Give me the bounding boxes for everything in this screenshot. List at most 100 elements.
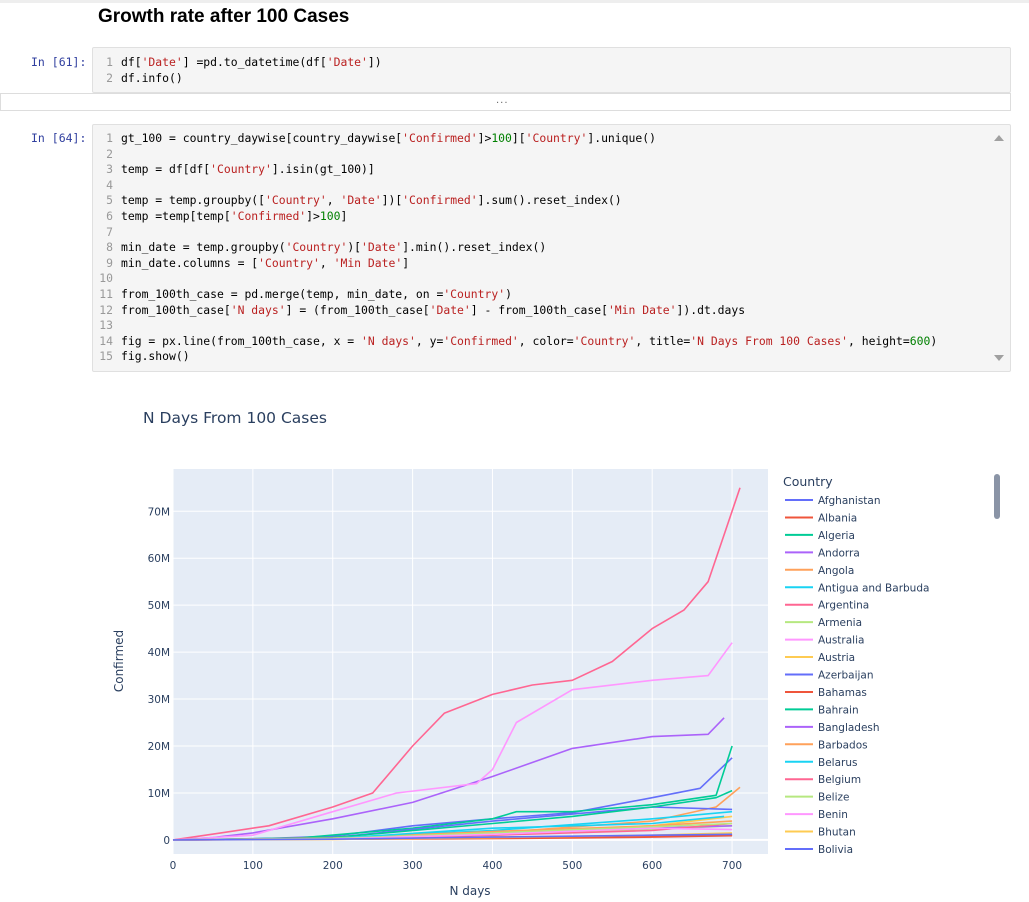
- code-line: 12 from_100th_case['N days'] = (from_100t…: [93, 303, 1010, 319]
- code-token: ]: [402, 255, 410, 270]
- scroll-down-arrow-icon[interactable]: [994, 355, 1004, 361]
- legend-label[interactable]: Azerbaijan: [818, 670, 874, 682]
- code-token: 'Date': [326, 55, 368, 69]
- line-number: 1: [106, 55, 113, 69]
- code-token: 'Country': [210, 162, 272, 177]
- code-token: 'N Days From 100 Cases': [690, 333, 848, 348]
- code-cell-64[interactable]: 1 gt_100 = country_daywise[country_daywis…: [92, 124, 1011, 372]
- code-token: 'Country': [525, 131, 588, 145]
- code-token: ]).dt.days: [676, 302, 746, 317]
- code-token: 'Confirmed': [230, 208, 307, 223]
- y-tick-label: 20M: [148, 741, 170, 753]
- code-token: , height=: [848, 333, 910, 348]
- legend-label[interactable]: Armenia: [818, 617, 862, 629]
- legend-label[interactable]: Bahamas: [818, 687, 867, 699]
- code-token: gt_100 = country_daywise[country_daywise…: [121, 131, 403, 145]
- code-token: from_100th_case[: [121, 302, 231, 317]
- markdown-heading: Growth rate after 100 Cases: [98, 6, 350, 27]
- code-token: 'Date': [141, 55, 183, 69]
- legend-label[interactable]: Argentina: [818, 600, 869, 612]
- code-token: 'Min Date': [607, 302, 677, 317]
- legend-label[interactable]: Albania: [818, 512, 857, 524]
- line-number: 13: [99, 318, 113, 333]
- code-token: 'Min Date': [333, 255, 403, 270]
- legend-label[interactable]: Bangladesh: [818, 722, 880, 734]
- legend-scrollbar[interactable]: [994, 474, 1000, 519]
- code-token: 'Confirmed': [443, 333, 519, 348]
- line-number: 8: [106, 240, 113, 255]
- code-token: from_100th_case = pd.merge(temp, min_dat…: [121, 286, 444, 301]
- code-token: 'Country': [265, 193, 327, 208]
- legend-label[interactable]: Australia: [818, 635, 864, 647]
- code-token: ][: [511, 131, 526, 145]
- x-tick-label: 700: [722, 860, 742, 872]
- line-chart: N Days From 100 Cases 0 100 200 300 400 500 600…: [112, 409, 929, 898]
- legend-label[interactable]: Bolivia: [818, 844, 853, 856]
- code-token: 'Date': [429, 302, 471, 317]
- code-token: )[: [347, 240, 362, 255]
- code-token: , color=: [518, 333, 574, 348]
- y-tick-label: 60M: [148, 553, 170, 565]
- legend-label[interactable]: Benin: [818, 809, 848, 821]
- code-token: ]>: [306, 208, 320, 223]
- code-token: ].min().reset_index(): [402, 240, 547, 255]
- code-token: df[: [121, 55, 142, 69]
- code-token: temp =temp[temp[: [121, 208, 231, 223]
- code-line: 7: [93, 225, 1010, 241]
- code-token: ]>: [477, 131, 492, 145]
- code-token: temp = temp.groupby([: [121, 193, 266, 208]
- code-token: , title=: [635, 333, 691, 348]
- line-number: 14: [99, 333, 113, 348]
- code-token: 'Date': [361, 240, 403, 255]
- legend-label[interactable]: Andorra: [818, 547, 860, 559]
- code-token: ].isin(gt_100)]: [271, 162, 375, 177]
- legend-label[interactable]: Algeria: [818, 530, 855, 542]
- x-tick-label: 400: [482, 860, 502, 872]
- x-tick-label: 200: [323, 860, 343, 872]
- y-tick-label: 10M: [148, 788, 170, 800]
- y-tick-label: 50M: [148, 600, 170, 612]
- code-cell-61[interactable]: 1 df['Date'] =pd.to_datetime(df['Date']) 2…: [92, 47, 1011, 93]
- legend-label[interactable]: Belize: [818, 792, 849, 804]
- x-tick-label: 500: [562, 860, 582, 872]
- legend-label[interactable]: Belgium: [818, 774, 861, 786]
- line-number: 2: [106, 70, 113, 85]
- code-line: 1 gt_100 = country_daywise[country_daywis…: [93, 131, 1010, 147]
- line-number: 9: [106, 255, 113, 270]
- y-axis-label: Confirmed: [112, 630, 126, 692]
- code-token: temp = df[df[: [121, 162, 211, 177]
- code-line: 10: [93, 271, 1010, 287]
- legend-label[interactable]: Angola: [818, 565, 854, 577]
- series-line: [172, 487, 741, 841]
- legend-label[interactable]: Bhutan: [818, 827, 856, 839]
- legend-label[interactable]: Belarus: [818, 757, 857, 769]
- series-line: [172, 833, 733, 841]
- code-token: 'Date': [340, 193, 382, 208]
- scroll-up-arrow-icon[interactable]: [994, 135, 1004, 141]
- code-line: 6 temp =temp[temp['Confirmed']> 100]: [93, 209, 1010, 225]
- code-token: ] - from_100th_case[: [470, 302, 608, 317]
- line-number: 11: [99, 286, 113, 301]
- code-line: 14 fig = px.line(from_100th_case, x = 'N …: [93, 334, 1010, 350]
- code-token: ].sum().reset_index(): [477, 193, 622, 208]
- series-line: [172, 745, 733, 841]
- code-line: 13: [93, 318, 1010, 334]
- code-token: 'N days': [361, 333, 416, 348]
- code-token: 'Confirmed': [402, 131, 478, 145]
- code-token: 'Country': [573, 333, 636, 348]
- code-line: 15 fig.show(): [93, 349, 1010, 365]
- legend-label[interactable]: Austria: [818, 652, 855, 664]
- code-token: 'Confirmed': [402, 193, 478, 208]
- code-token: ): [930, 333, 938, 348]
- code-token: ] =pd.to_datetime(df[: [182, 55, 327, 69]
- legend-label[interactable]: Bahrain: [818, 704, 859, 716]
- legend-label[interactable]: Barbados: [818, 739, 868, 751]
- legend-label[interactable]: Antigua and Barbuda: [818, 582, 929, 594]
- collapsed-output[interactable]: ...: [0, 93, 1011, 111]
- series-line: [172, 717, 725, 841]
- code-token: 100: [319, 208, 341, 223]
- x-axis-label: N days: [449, 884, 490, 898]
- code-token: 'N days': [230, 302, 286, 317]
- line-number: 2: [106, 146, 113, 161]
- legend-label[interactable]: Afghanistan: [818, 495, 881, 507]
